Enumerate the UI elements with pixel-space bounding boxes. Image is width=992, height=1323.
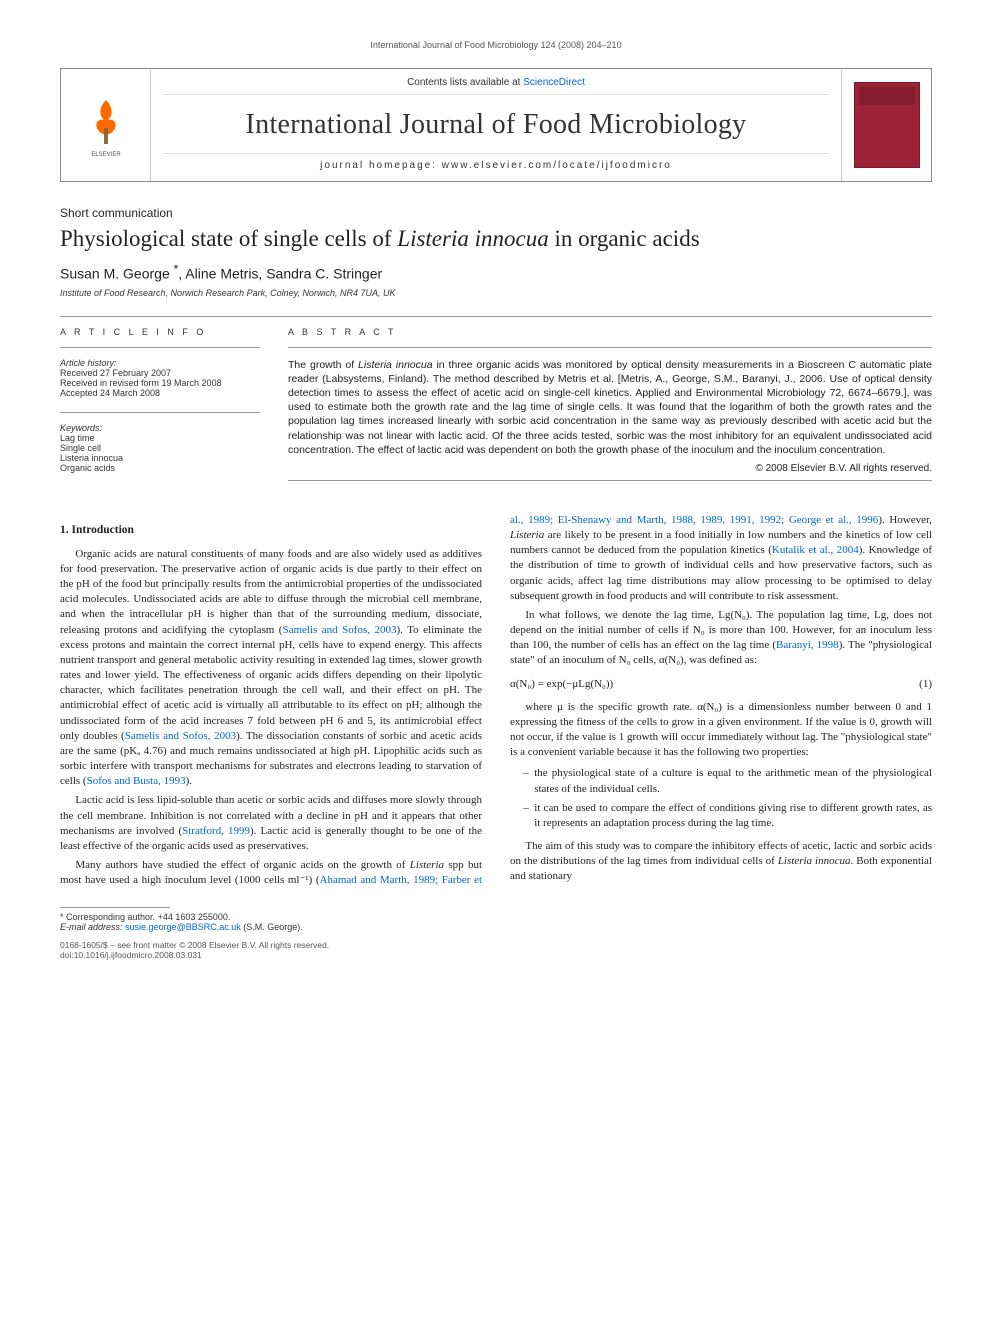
para-5: where μ is the specific growth rate. α(N… bbox=[510, 700, 932, 761]
keywords-label: Keywords: bbox=[60, 423, 260, 433]
front-matter-line: 0168-1605/$ – see front matter © 2008 El… bbox=[60, 940, 932, 950]
corr-phone: +44 1603 255000. bbox=[158, 912, 231, 922]
meta-rule-1 bbox=[60, 347, 260, 348]
title-pre: Physiological state of single cells of bbox=[60, 226, 397, 251]
body-two-column: 1. Introduction Organic acids are natura… bbox=[60, 513, 932, 889]
doi-line: doi:10.1016/j.ijfoodmicro.2008.03.031 bbox=[60, 950, 932, 960]
homepage-url: www.elsevier.com/locate/ijfoodmicro bbox=[442, 160, 672, 171]
corr-pre: * Corresponding author. bbox=[60, 912, 158, 922]
abs-rule bbox=[288, 347, 932, 348]
journal-homepage: journal homepage: www.elsevier.com/locat… bbox=[163, 153, 829, 171]
article-info-column: A R T I C L E I N F O Article history: R… bbox=[60, 327, 260, 491]
meta-rule-2 bbox=[60, 412, 260, 413]
para-1: Organic acids are natural constituents o… bbox=[60, 547, 482, 790]
keywords-block: Keywords: Lag time Single cell Listeria … bbox=[60, 423, 260, 473]
ref-samelis-2003-b[interactable]: Samelis and Sofos, 2003 bbox=[125, 730, 236, 742]
title-italic: Listeria innocua bbox=[397, 226, 548, 251]
svg-text:ELSEVIER: ELSEVIER bbox=[91, 152, 121, 158]
copyright: © 2008 Elsevier B.V. All rights reserved… bbox=[288, 463, 932, 474]
section-1-head: 1. Introduction bbox=[60, 523, 482, 539]
email-link[interactable]: susie.george@BBSRC.ac.uk bbox=[125, 922, 241, 932]
authors: Susan M. George *, Aline Metris, Sandra … bbox=[60, 262, 932, 282]
para-6: The aim of this study was to compare the… bbox=[510, 839, 932, 885]
history-label: Article history: bbox=[60, 358, 260, 368]
journal-banner: ELSEVIER Contents lists available at Sci… bbox=[60, 68, 932, 182]
sciencedirect-link[interactable]: ScienceDirect bbox=[523, 77, 585, 88]
article-kind: Short communication bbox=[60, 206, 932, 220]
email-label: E-mail address: bbox=[60, 922, 125, 932]
cover-thumb-box bbox=[841, 69, 931, 181]
article-history: Article history: Received 27 February 20… bbox=[60, 358, 260, 398]
footnote-rule bbox=[60, 907, 170, 908]
equation-1: α(N₀) = exp(−μLg(N₀)) (1) bbox=[510, 677, 932, 692]
kw-3: Listeria innocua bbox=[60, 453, 260, 463]
contents-pre: Contents lists available at bbox=[407, 77, 523, 88]
abstract-text: The growth of Listeria innocua in three … bbox=[288, 358, 932, 457]
kw-2: Single cell bbox=[60, 443, 260, 453]
publisher-logo-box: ELSEVIER bbox=[61, 69, 151, 181]
journal-name: International Journal of Food Microbiolo… bbox=[163, 109, 829, 141]
article-title: Physiological state of single cells of L… bbox=[60, 226, 932, 252]
ref-sofos-1993[interactable]: Sofos and Busta, 1993 bbox=[87, 775, 186, 787]
list-item-2: it can be used to compare the effect of … bbox=[523, 801, 932, 831]
journal-cover-thumbnail bbox=[854, 82, 920, 168]
authors-rest: , Aline Metris, Sandra C. Stringer bbox=[178, 266, 382, 282]
separator-rule bbox=[60, 316, 932, 317]
abs-ital: Listeria innocua bbox=[358, 359, 433, 371]
list-item-1: the physiological state of a culture is … bbox=[523, 766, 932, 796]
properties-list: the physiological state of a culture is … bbox=[523, 766, 932, 831]
abstract-column: A B S T R A C T The growth of Listeria i… bbox=[288, 327, 932, 491]
bottom-matter: 0168-1605/$ – see front matter © 2008 El… bbox=[60, 940, 932, 960]
abs-rule-2 bbox=[288, 480, 932, 481]
homepage-pre: journal homepage: bbox=[320, 160, 442, 171]
abs-mid: in three organic acids was monitored by … bbox=[288, 359, 932, 456]
author-1: Susan M. George bbox=[60, 266, 174, 282]
affiliation: Institute of Food Research, Norwich Rese… bbox=[60, 288, 932, 298]
kw-1: Lag time bbox=[60, 433, 260, 443]
title-post: in organic acids bbox=[549, 226, 700, 251]
ref-samelis-2003-a[interactable]: Samelis and Sofos, 2003 bbox=[282, 624, 396, 636]
kw-4: Organic acids bbox=[60, 463, 260, 473]
article-info-head: A R T I C L E I N F O bbox=[60, 327, 260, 337]
para-4: In what follows, we denote the lag time,… bbox=[510, 608, 932, 669]
ref-stratford-1999[interactable]: Stratford, 1999 bbox=[182, 825, 250, 837]
abs-pre: The growth of bbox=[288, 359, 358, 371]
corresponding-footnote: * Corresponding author. +44 1603 255000.… bbox=[60, 912, 932, 932]
eq-number: (1) bbox=[919, 677, 932, 692]
email-post: (S.M. George). bbox=[241, 922, 303, 932]
abstract-head: A B S T R A C T bbox=[288, 327, 932, 337]
eq-expr: α(N₀) = exp(−μLg(N₀)) bbox=[510, 677, 613, 692]
contents-line: Contents lists available at ScienceDirec… bbox=[163, 77, 829, 95]
ref-baranyi-1998[interactable]: Baranyi, 1998 bbox=[776, 639, 839, 651]
history-accepted: Accepted 24 March 2008 bbox=[60, 388, 260, 398]
history-received: Received 27 February 2007 bbox=[60, 368, 260, 378]
elsevier-tree-logo: ELSEVIER bbox=[76, 90, 136, 160]
running-head: International Journal of Food Microbiolo… bbox=[60, 40, 932, 50]
history-revised: Received in revised form 19 March 2008 bbox=[60, 378, 260, 388]
para-2: Lactic acid is less lipid-soluble than a… bbox=[60, 793, 482, 854]
ref-kutalik-2004[interactable]: Kutalik et al., 2004 bbox=[772, 544, 859, 556]
